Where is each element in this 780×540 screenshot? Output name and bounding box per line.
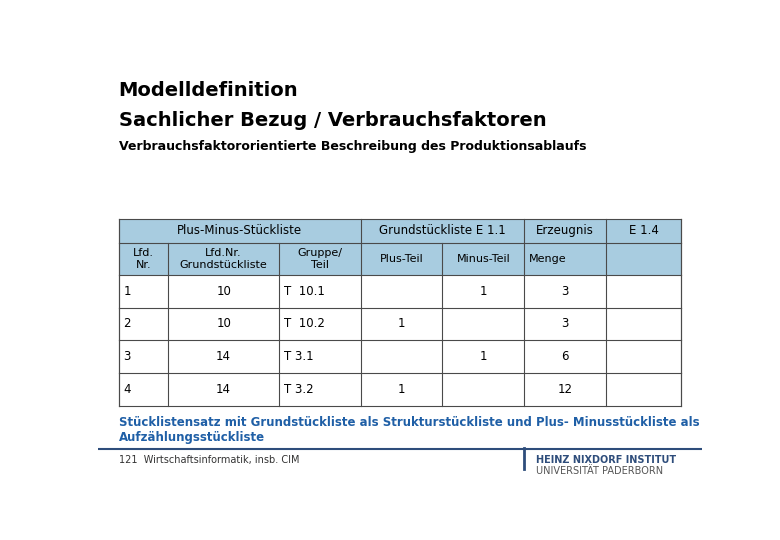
Text: 1: 1 bbox=[480, 350, 488, 363]
Text: 14: 14 bbox=[216, 350, 231, 363]
Text: 1: 1 bbox=[480, 285, 488, 298]
Text: Plus-Teil: Plus-Teil bbox=[380, 254, 424, 264]
Text: 14: 14 bbox=[216, 383, 231, 396]
Text: 10: 10 bbox=[216, 318, 231, 330]
Text: Stücklistensatz mit Grundstückliste als Strukturstückliste und Plus- Minusstückl: Stücklistensatz mit Grundstückliste als … bbox=[119, 416, 700, 444]
Text: T 3.2: T 3.2 bbox=[284, 383, 314, 396]
Text: Erzeugnis: Erzeugnis bbox=[537, 224, 594, 237]
Bar bbox=[168, 243, 278, 275]
Text: 3: 3 bbox=[562, 318, 569, 330]
Text: T 3.1: T 3.1 bbox=[284, 350, 314, 363]
Text: T  10.1: T 10.1 bbox=[284, 285, 324, 298]
Text: 1: 1 bbox=[398, 318, 406, 330]
Text: Menge: Menge bbox=[529, 254, 567, 264]
Bar bbox=[606, 243, 681, 275]
Text: 10: 10 bbox=[216, 285, 231, 298]
Text: Verbrauchsfaktororientierte Beschreibung des Produktionsablaufs: Verbrauchsfaktororientierte Beschreibung… bbox=[119, 140, 586, 153]
Bar bbox=[119, 219, 681, 243]
Text: UNIVERSITÄT PADERBORN: UNIVERSITÄT PADERBORN bbox=[536, 466, 663, 476]
Text: Lfd.Nr.
Grundstückliste: Lfd.Nr. Grundstückliste bbox=[179, 248, 268, 269]
Text: 1: 1 bbox=[398, 383, 406, 396]
Text: Grundstückliste E 1.1: Grundstückliste E 1.1 bbox=[379, 224, 505, 237]
Text: Plus-Minus-Stückliste: Plus-Minus-Stückliste bbox=[177, 224, 302, 237]
Text: 6: 6 bbox=[562, 350, 569, 363]
Text: HEINZ NIXDORF INSTITUT: HEINZ NIXDORF INSTITUT bbox=[536, 455, 676, 465]
Text: Gruppe/
Teil: Gruppe/ Teil bbox=[297, 248, 342, 269]
Text: 2: 2 bbox=[123, 318, 131, 330]
Text: Lfd.
Nr.: Lfd. Nr. bbox=[133, 248, 154, 269]
Text: E 1.4: E 1.4 bbox=[629, 224, 658, 237]
Text: 121  Wirtschaftsinformatik, insb. CIM: 121 Wirtschaftsinformatik, insb. CIM bbox=[119, 455, 300, 465]
Text: 3: 3 bbox=[123, 350, 131, 363]
Text: T  10.2: T 10.2 bbox=[284, 318, 324, 330]
Text: 12: 12 bbox=[558, 383, 573, 396]
Text: 4: 4 bbox=[123, 383, 131, 396]
Bar bbox=[442, 243, 524, 275]
Text: Minus-Teil: Minus-Teil bbox=[456, 254, 510, 264]
Bar bbox=[119, 243, 168, 275]
Text: 3: 3 bbox=[562, 285, 569, 298]
Bar bbox=[524, 243, 606, 275]
Text: 1: 1 bbox=[123, 285, 131, 298]
Text: Sachlicher Bezug / Verbrauchsfaktoren: Sachlicher Bezug / Verbrauchsfaktoren bbox=[119, 111, 546, 130]
Text: Modelldefinition: Modelldefinition bbox=[119, 82, 298, 100]
Bar bbox=[360, 243, 442, 275]
Bar bbox=[278, 243, 360, 275]
